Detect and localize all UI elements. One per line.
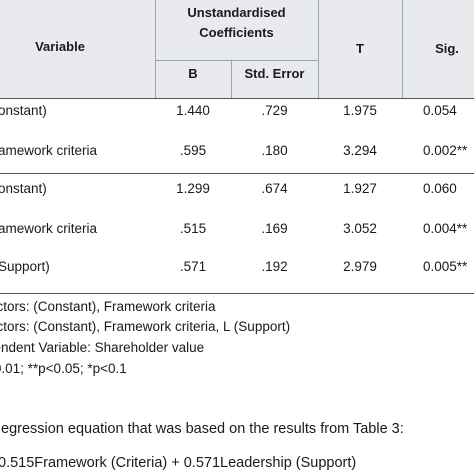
row-3-b: 1.299 [176,181,210,196]
header-variable: Variable [35,39,85,54]
row-3-label: onstant) [0,181,47,196]
row-3-t: 1.927 [343,181,377,196]
row-3-sig: 0.060 [423,181,457,196]
header-divider-2 [318,0,319,98]
table-bottom-rule [0,293,474,294]
row-1-label: onstant) [0,103,47,118]
row-1-se: .729 [261,103,288,118]
paragraph-line-2: 0.515Framework (Criteria) + 0.571Leaders… [0,455,357,471]
header-sig: Sig. [435,41,459,56]
row-1-sig: 0.054 [423,103,457,118]
footnote-3: pendent Variable: Shareholder value [0,340,205,355]
header-divider-1 [155,0,156,98]
header-std-error: Std. Error [244,66,305,81]
row-1-t: 1.975 [343,103,377,118]
paragraph-line-1: egression equation that was based on the… [1,421,404,437]
row-2-sig: 0.002** [423,143,468,158]
row-2-b: .595 [179,143,207,158]
row-4-se: .169 [261,221,288,236]
header-t: T [356,41,364,56]
header-divider-3 [402,0,403,98]
header-bottom-rule [0,98,474,99]
row-4-label: amework criteria [0,221,98,236]
row-2-label: amework criteria [0,143,98,158]
row-4-b: .515 [179,221,207,236]
row-1-b: 1.440 [176,103,210,118]
footnote-1: dictors: (Constant), Framework criteria [0,299,216,314]
header-unstd-text: Unstandardised Coefficients [187,5,286,40]
row-5-se: .192 [261,259,288,274]
row-5-b: .571 [179,259,207,274]
header-divider-4 [231,60,232,98]
header-subrule [155,60,318,61]
table-header-background [0,0,474,98]
header-b: B [188,66,198,81]
row-4-sig: 0.004** [423,221,468,236]
row-4-t: 3.052 [343,221,377,236]
model-separator-rule [0,173,474,174]
row-2-se: .180 [261,143,288,158]
row-5-sig: 0.005** [423,259,468,274]
footnote-4: <0.01; **p<0.05; *p<0.1 [0,361,127,376]
row-2-t: 3.294 [343,143,377,158]
row-5-label: Support) [0,259,50,274]
footnote-2: dictors: (Constant), Framework criteria,… [0,319,291,334]
header-unstandardised-coefficients: Unstandardised Coefficients [155,3,318,43]
row-3-se: .674 [261,181,288,196]
row-5-t: 2.979 [343,259,377,274]
